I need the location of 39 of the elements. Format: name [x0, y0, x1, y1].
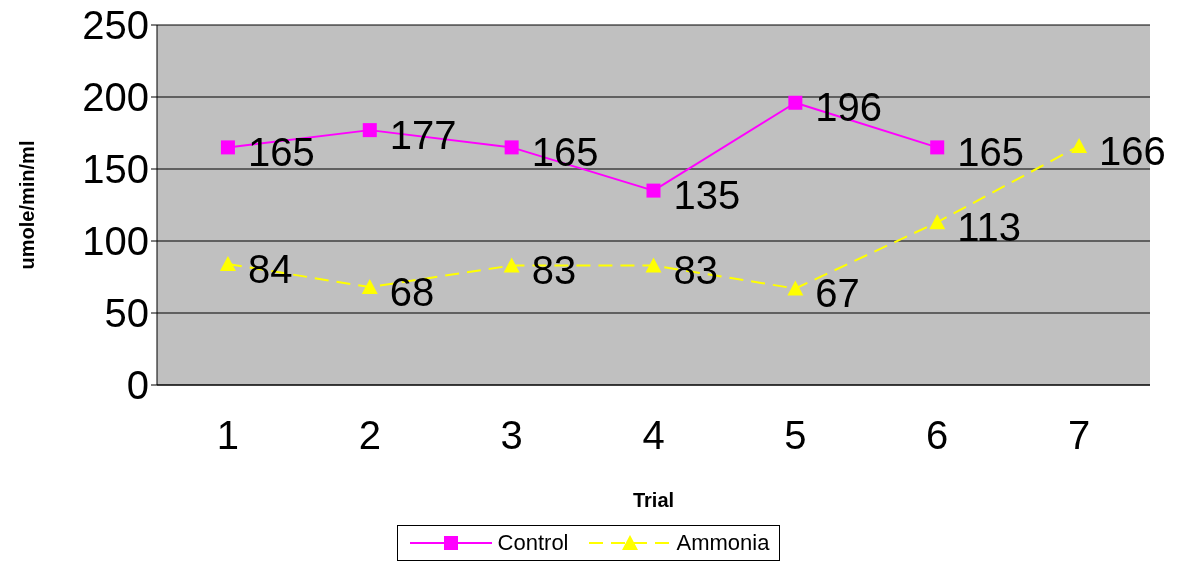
x-tick-label: 7 [1067, 413, 1091, 458]
point [929, 214, 946, 230]
point [220, 140, 235, 155]
x-tick-label: 2 [358, 413, 381, 458]
data-label: 68 [389, 269, 435, 314]
data-label: 196 [815, 85, 883, 130]
point [362, 123, 377, 138]
point [788, 95, 803, 110]
data-label: 135 [673, 173, 741, 218]
data-label: 67 [815, 271, 860, 316]
point [645, 257, 662, 273]
x-axis-title: Trial [632, 489, 675, 511]
y-tick-label: 100 [82, 219, 149, 264]
y-tick-label: 0 [126, 363, 149, 408]
point [787, 280, 804, 296]
point [504, 140, 519, 155]
point [930, 140, 945, 155]
point [503, 257, 520, 273]
point [646, 183, 661, 198]
legend-label: Control [497, 530, 569, 556]
y-tick-label: 200 [82, 75, 149, 120]
data-label: 165 [957, 129, 1024, 174]
y-axis-title: umole/min/ml [16, 140, 39, 270]
data-label: 165 [247, 129, 315, 174]
x-tick-label: 4 [642, 413, 665, 458]
data-label: 166 [1099, 128, 1166, 173]
legend-label: Ammonia [676, 530, 770, 556]
data-label: 165 [531, 129, 599, 174]
y-tick-label: 250 [82, 3, 149, 48]
point [361, 279, 378, 295]
y-tick-label: 150 [82, 147, 149, 192]
point [219, 256, 236, 272]
x-tick-label: 3 [500, 413, 523, 458]
x-tick-label: 1 [216, 413, 240, 458]
x-tick-label: 6 [926, 413, 949, 458]
point [1071, 137, 1088, 153]
x-tick-label: 5 [784, 413, 807, 458]
y-tick-label: 50 [104, 291, 149, 336]
data-label: 113 [957, 204, 1021, 249]
